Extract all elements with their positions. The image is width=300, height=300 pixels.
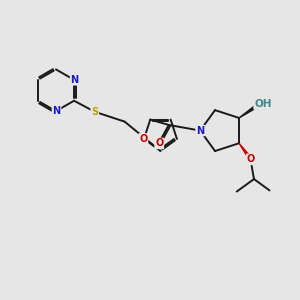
Text: S: S: [91, 107, 98, 117]
Text: OH: OH: [254, 99, 272, 109]
Text: O: O: [155, 139, 164, 148]
Polygon shape: [239, 104, 258, 118]
Polygon shape: [239, 143, 252, 160]
Text: N: N: [196, 126, 204, 136]
Text: O: O: [139, 134, 148, 144]
Text: O: O: [247, 154, 255, 164]
Text: N: N: [52, 106, 61, 116]
Text: N: N: [70, 75, 79, 85]
